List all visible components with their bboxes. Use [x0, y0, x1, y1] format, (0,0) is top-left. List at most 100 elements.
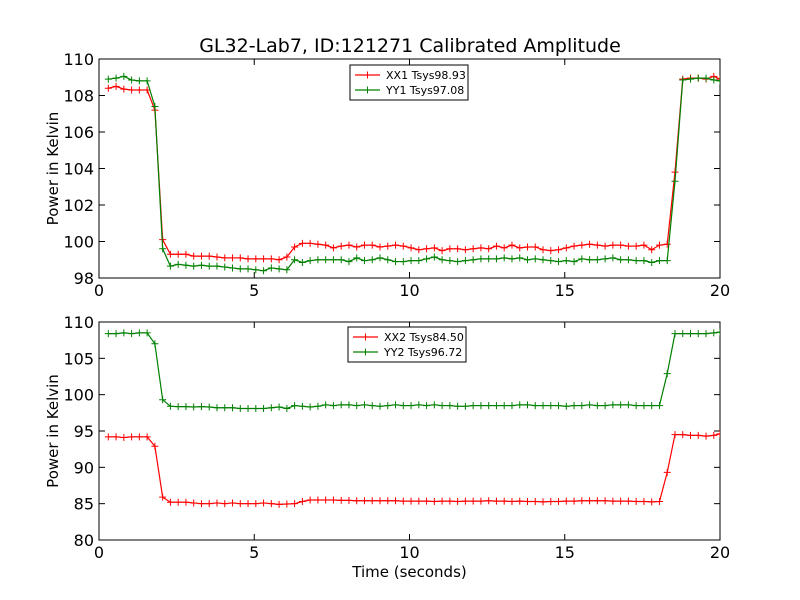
data-point-marker [570, 497, 578, 505]
data-point-marker [252, 255, 260, 263]
data-point-marker [547, 257, 555, 265]
data-point-marker [586, 240, 594, 248]
data-point-marker [368, 241, 376, 249]
data-point-marker [197, 403, 205, 411]
data-point-marker [275, 403, 283, 411]
data-point-marker [516, 244, 524, 252]
data-point-marker [430, 401, 438, 409]
data-point-marker [104, 330, 112, 338]
data-point-marker [570, 258, 578, 266]
data-point-marker [213, 404, 221, 412]
data-point-marker [384, 497, 392, 505]
data-point-marker [399, 497, 407, 505]
x-tick-label: 15 [555, 543, 575, 562]
data-point-marker [329, 256, 337, 264]
data-point-marker [469, 497, 477, 505]
data-point-marker [384, 256, 392, 264]
data-point-marker [477, 497, 485, 505]
data-point-marker [461, 497, 469, 505]
data-point-marker [632, 402, 640, 410]
data-point-marker [197, 261, 205, 269]
data-point-marker [368, 497, 376, 505]
data-point-marker [415, 401, 423, 409]
data-point-marker [229, 404, 237, 412]
data-point-marker [298, 497, 306, 505]
y-tick-label: 110 [63, 50, 94, 69]
data-point-marker [190, 403, 198, 411]
data-point-marker [516, 401, 524, 409]
data-point-marker [384, 242, 392, 250]
data-point-marker [423, 497, 431, 505]
data-point-marker [710, 329, 718, 337]
y-tick-label: 100 [63, 386, 94, 405]
y-tick-label: 102 [63, 196, 94, 215]
data-point-marker [166, 250, 174, 258]
data-point-marker [329, 244, 337, 252]
data-point-marker [392, 258, 400, 266]
data-point-marker [322, 401, 330, 409]
data-point-marker [174, 250, 182, 258]
data-point-marker [244, 500, 252, 508]
data-point-marker [345, 241, 353, 249]
data-point-marker [516, 497, 524, 505]
data-point-marker [454, 245, 462, 253]
data-point-marker [555, 497, 563, 505]
data-point-marker [438, 247, 446, 255]
data-point-marker [624, 256, 632, 264]
data-point-marker [547, 247, 555, 255]
data-point-marker [562, 257, 570, 265]
data-point-marker [368, 256, 376, 264]
data-point-marker [322, 256, 330, 264]
data-point-marker [337, 242, 345, 250]
data-point-marker [337, 496, 345, 504]
series-1 [104, 430, 720, 508]
data-point-marker [236, 500, 244, 508]
data-point-marker [601, 402, 609, 410]
data-point-marker [539, 402, 547, 410]
data-point-marker [640, 402, 648, 410]
plot-bottom: 0 5 10 15 20 80 85 90 95 100 105 110 Power in Kelvin… [44, 313, 730, 581]
data-point-marker [640, 257, 648, 265]
data-point-marker [655, 257, 663, 265]
y-tick-label: 85 [74, 495, 94, 514]
data-point-marker [508, 241, 516, 249]
data-point-marker [314, 496, 322, 504]
data-point-marker [353, 243, 361, 251]
y-tick-label: 95 [74, 422, 94, 441]
data-point-marker [104, 84, 112, 92]
data-point-marker [283, 404, 291, 412]
x-tick-label: 20 [710, 543, 730, 562]
data-point-marker [477, 244, 485, 252]
data-point-marker [716, 328, 720, 336]
data-point-marker [120, 72, 128, 80]
data-point-marker [687, 431, 695, 439]
data-point-marker [679, 330, 687, 338]
data-point-marker [135, 77, 143, 85]
data-point-marker [547, 402, 555, 410]
data-point-marker [384, 402, 392, 410]
y-tick-label: 105 [63, 349, 94, 368]
data-point-marker [547, 497, 555, 505]
data-point-marker [236, 404, 244, 412]
data-point-marker [368, 402, 376, 410]
data-point-marker [648, 498, 656, 506]
data-point-marker [151, 340, 159, 348]
data-point-marker [415, 497, 423, 505]
legend-swatch-marker [362, 348, 369, 356]
data-point-marker [182, 261, 190, 269]
data-point-marker [523, 243, 531, 251]
data-point-marker [570, 402, 578, 410]
data-point-marker [655, 402, 663, 410]
y-tick-label: 106 [63, 123, 94, 142]
data-point-marker [562, 402, 570, 410]
data-point-marker [205, 262, 213, 270]
data-point-marker [716, 77, 720, 85]
data-point-marker [687, 75, 695, 83]
data-point-marker [229, 254, 237, 262]
data-point-marker [461, 257, 469, 265]
data-point-marker [663, 240, 671, 248]
data-point-marker [128, 433, 136, 441]
data-point-marker [586, 256, 594, 264]
data-point-marker [655, 241, 663, 249]
data-point-marker [562, 497, 570, 505]
